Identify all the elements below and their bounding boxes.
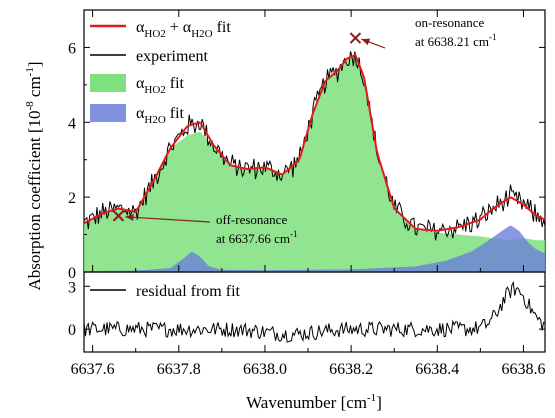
residual-plot-frame [83, 271, 546, 353]
main-y-tick-label: 6 [68, 40, 76, 57]
residual-y-ticks: 03 [68, 279, 545, 339]
residual-legend-label: residual from fit [136, 283, 241, 300]
legend-entry-total-fit: αHO2 + αH2O fit [90, 19, 231, 40]
x-tick-label: 6638.6 [501, 361, 545, 378]
main-area-layer [84, 54, 545, 272]
svg-text:on-resonance: on-resonance [415, 15, 485, 30]
experiment-line [84, 51, 545, 241]
main-y-tick-label: 4 [68, 115, 76, 132]
h2o-fit-area [84, 225, 545, 272]
legend-entry-h2o-fit: αH2O fit [90, 104, 185, 126]
residual-legend: residual from fit [90, 283, 241, 300]
svg-text:αHO2 fit: αHO2 fit [136, 75, 185, 96]
off-resonance-label: off-resonance at 6637.66 cm-1 [216, 212, 298, 246]
residual-line-layer [84, 280, 545, 343]
x-tick-label: 6638.0 [243, 361, 287, 378]
off-resonance-marker [112, 210, 125, 222]
residual-y-tick-label: 0 [68, 322, 76, 339]
main-y-tick-label: 2 [68, 190, 76, 207]
svg-text:αHO2 + αH2O fit: αHO2 + αH2O fit [136, 19, 231, 40]
on-resonance-arrow [361, 38, 386, 49]
on-resonance-marker [349, 32, 362, 44]
svg-text:αH2O fit: αH2O fit [136, 105, 185, 126]
total-fit-line [84, 53, 545, 232]
y-axis-label: Absorption coefficient [10-8 cm-1] [24, 61, 44, 290]
main-line-layer [84, 51, 545, 241]
off-resonance-arrow [125, 213, 211, 223]
svg-text:off-resonance: off-resonance [216, 212, 287, 227]
on-resonance-label: on-resonance at 6638.21 cm-1 [415, 15, 497, 49]
ho2-fit-area [84, 54, 545, 272]
annotation-layer: on-resonance at 6638.21 cm-1 off-resonance… [112, 15, 497, 246]
legend-entry-experiment: experiment [90, 48, 209, 65]
x-tick-label: 6637.6 [71, 361, 115, 378]
x-tick-label: 6638.4 [415, 361, 459, 378]
svg-text:at 6637.66 cm-1: at 6637.66 cm-1 [216, 229, 298, 246]
svg-text:experiment: experiment [136, 48, 209, 65]
main-panel: 0 2 4 6 on-resonance at 6638.21 cm-1 off-reso… [68, 9, 546, 282]
residual-panel: 03 6637.6 6637.8 6638.0 6638.2 6638.4 6638.6 … [68, 10, 546, 378]
x-axis-ticks: 6637.6 6637.8 6638.0 6638.2 6638.4 6638.6 [71, 10, 545, 378]
x-axis-label: Wavenumber [cm-1] [246, 392, 382, 412]
residual-y-tick-label: 3 [68, 279, 76, 296]
svg-text:at 6638.21 cm-1: at 6638.21 cm-1 [415, 32, 497, 49]
x-tick-label: 6638.2 [329, 361, 373, 378]
main-y-tick-label: 0 [68, 265, 76, 282]
residual-line [84, 280, 545, 343]
legend-entry-ho2-fit: αHO2 fit [90, 74, 185, 96]
x-tick-label: 6637.8 [157, 361, 201, 378]
legend: αHO2 + αH2O fit experiment αHO2 fit αH2O fi… [90, 19, 231, 126]
